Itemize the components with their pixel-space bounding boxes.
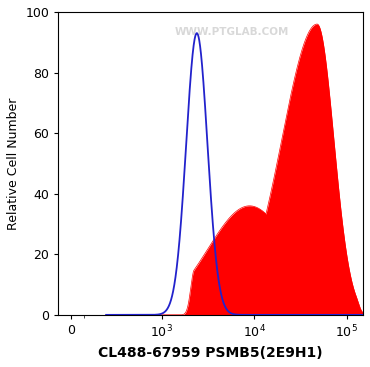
Y-axis label: Relative Cell Number: Relative Cell Number: [7, 97, 20, 230]
X-axis label: CL488-67959 PSMB5(2E9H1): CL488-67959 PSMB5(2E9H1): [98, 346, 323, 360]
Text: WWW.PTGLAB.COM: WWW.PTGLAB.COM: [175, 27, 289, 37]
